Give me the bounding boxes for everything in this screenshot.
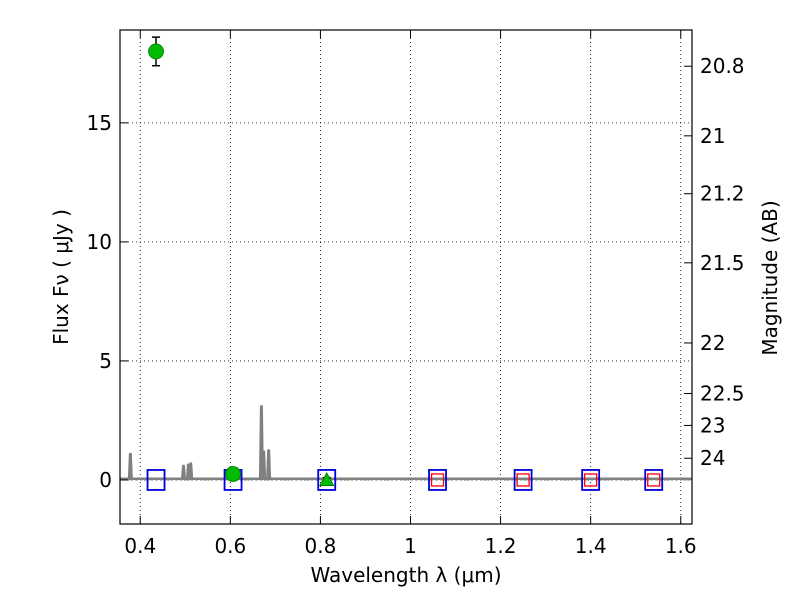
upper-limit-box: [430, 473, 445, 487]
grid-lines: [120, 30, 692, 524]
x-tick-label: 1.4: [575, 534, 607, 558]
right-tick-label: 21: [700, 124, 725, 148]
y-tick-label: 5: [99, 349, 112, 373]
x-axis-label: Wavelength λ (μm): [310, 563, 501, 587]
emission-line: [181, 464, 187, 480]
right-tick-label: 20.8: [700, 54, 745, 78]
model-box: [146, 469, 166, 491]
y-tick-label: 0: [99, 468, 112, 492]
data-point-triangle: [319, 472, 335, 486]
emission-line: [127, 452, 133, 480]
right-tick-label: 23: [700, 413, 725, 437]
model-box: [644, 469, 664, 491]
y-axis-label-right: Magnitude (AB): [758, 200, 782, 355]
plot-frame: [119, 29, 693, 525]
y-tick-label: 10: [87, 230, 112, 254]
x-tick-label: 1.6: [665, 534, 697, 558]
right-tick-label: 22.5: [700, 382, 745, 406]
right-tick-label: 21.2: [700, 182, 745, 206]
emission-line: [261, 450, 267, 480]
x-tick-label: 0.8: [305, 534, 337, 558]
model-box: [317, 469, 337, 491]
model-box: [428, 469, 447, 491]
emission-line: [188, 462, 194, 480]
y-tick-label: 15: [87, 111, 112, 135]
axis-ticks: 0.4 0.6 0.8 1 1.2 1.4 1.6 0 5 10 15 20.8 21 21.2 21.5 2…: [87, 30, 745, 558]
upper-limit-box: [584, 473, 598, 487]
right-tick-label: 21.5: [700, 251, 745, 275]
emission-line: [266, 449, 272, 480]
y-axis-label: Flux Fν ( μJy ): [49, 209, 73, 345]
x-tick-label: 0.4: [124, 534, 156, 558]
upper-limit-box: [516, 473, 530, 487]
x-tick-label: 1: [404, 534, 417, 558]
model-box: [513, 469, 533, 491]
x-tick-label: 1.2: [485, 534, 517, 558]
model-spectrum: [120, 405, 692, 481]
right-tick-label: 24: [700, 446, 725, 470]
data-point: [225, 466, 241, 482]
model-box: [581, 469, 601, 491]
photometry-markers: [146, 36, 664, 491]
data-point: [148, 43, 164, 60]
upper-limit-box: [647, 473, 661, 487]
right-tick-label: 22: [700, 331, 725, 355]
x-tick-label: 0.6: [214, 534, 246, 558]
